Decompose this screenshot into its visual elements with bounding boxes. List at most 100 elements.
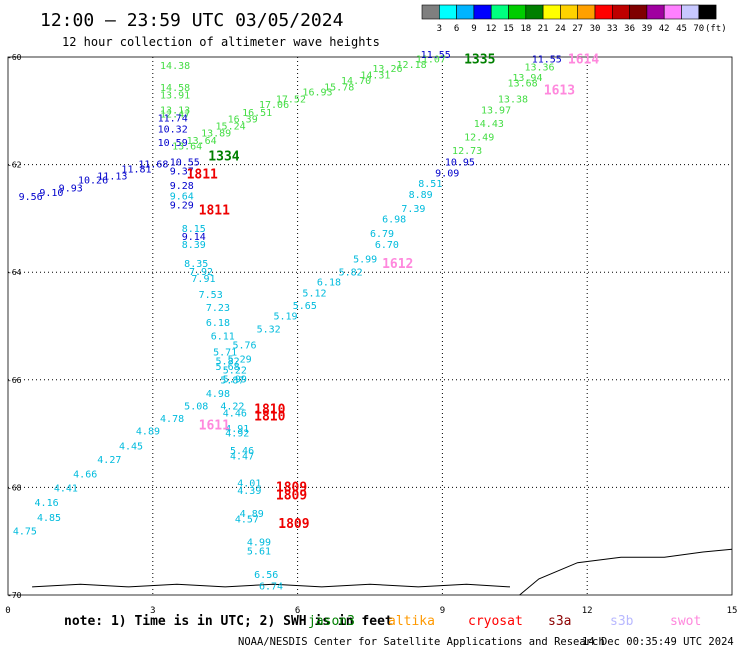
wave-height-value: 4.27	[97, 455, 121, 466]
y-tick-label: -64	[7, 268, 22, 277]
wave-height-value: 6.79	[370, 229, 394, 240]
color-swatch	[681, 4, 700, 20]
wave-height-value: 5.82	[339, 267, 363, 278]
wave-height-value: 11.55	[421, 50, 451, 61]
wave-height-value: 5.82	[216, 357, 240, 368]
wave-height-value: 6.70	[375, 240, 399, 251]
wave-height-value: 12.49	[464, 132, 494, 143]
color-swatch	[629, 4, 648, 20]
wave-height-value: 4.39	[237, 486, 261, 497]
color-swatch	[490, 4, 509, 20]
wave-height-value: 9.10	[39, 188, 63, 199]
chart-title: 12:00 – 23:59 UTC 03/05/2024	[40, 10, 343, 31]
wave-height-value: 5.19	[273, 312, 297, 323]
color-swatch	[698, 4, 717, 20]
wave-height-value: 11.13	[97, 172, 127, 183]
color-scale-label: 15	[503, 24, 514, 34]
wave-height-value: 7.91	[191, 274, 215, 285]
wave-height-value: 13.97	[481, 105, 511, 116]
wave-height-value: 8.51	[418, 179, 442, 190]
pass-number-label: 1809	[276, 488, 307, 503]
x-tick-label: 0	[5, 606, 10, 616]
color-swatch	[663, 4, 682, 20]
wave-height-value: 17.52	[276, 95, 306, 106]
wave-height-value: 6.74	[259, 582, 283, 593]
color-swatch	[646, 4, 665, 20]
wave-height-value: 14.43	[474, 119, 504, 130]
color-scale-label: 33	[607, 24, 618, 34]
wave-height-value: 6.18	[206, 318, 230, 329]
pass-number-label: 1334	[208, 150, 239, 165]
color-swatch	[525, 4, 544, 20]
wave-height-value: 10.55	[170, 158, 200, 169]
pass-number-label: 1611	[199, 419, 230, 434]
axes: 0 3 6 9 12 15 -60 -62 -64 -66 -68 -70	[5, 53, 737, 616]
wave-height-value: 4.99	[247, 538, 271, 549]
wave-height-value: 7.92	[189, 267, 213, 278]
pass-number-label: 1335	[464, 53, 495, 68]
wave-height-value: 8.89	[409, 190, 433, 201]
wave-height-value: 9.37	[170, 166, 194, 177]
wave-height-value: 9.28	[170, 181, 194, 192]
color-scale-label: 18	[520, 24, 531, 34]
wave-height-value: 9.64	[170, 192, 194, 203]
pass-number-label: 1612	[382, 257, 413, 272]
pass-number-label: 1811	[187, 167, 218, 182]
wave-height-value: 6.56	[254, 570, 278, 581]
wave-height-value: 11.74	[158, 114, 188, 125]
x-tick-label: 12	[582, 606, 593, 616]
wave-height-value: 5.32	[257, 324, 281, 335]
wave-height-value: 14.38	[160, 61, 190, 72]
y-tick-label: -66	[7, 376, 22, 385]
pass-number-label: 1810	[254, 409, 285, 424]
wave-height-value: 5.65	[293, 301, 317, 312]
coastline-path	[32, 583, 511, 588]
wave-height-value: 4.01	[237, 478, 261, 489]
color-scale-label: 70	[693, 24, 704, 34]
credit-text: NOAA/NESDIS Center for Satellite Applica…	[238, 636, 605, 648]
pass-number-label: 1809	[276, 480, 307, 495]
pass-number-label: 1613	[544, 83, 575, 98]
y-tick-label: -60	[7, 53, 22, 62]
wave-height-value: 4.47	[230, 451, 254, 462]
header: 12:00 – 23:59 UTC 03/05/2024 12 hour col…	[40, 10, 380, 49]
wave-height-value: 6.98	[382, 215, 406, 226]
pass-labels: 1335 1334 1811 1811 1614 1613 1612 1611 18101810…	[187, 53, 600, 532]
wave-height-value: 15.24	[216, 122, 246, 133]
wave-height-value: 10.59	[158, 138, 188, 149]
color-scale-unit: (ft)	[705, 24, 727, 34]
wave-height-value: 5.76	[232, 341, 256, 352]
wave-height-value: 4.98	[206, 389, 230, 400]
color-scale-label: 3	[437, 24, 442, 34]
color-scale-label: 30	[590, 24, 601, 34]
wave-height-value: 14.70	[341, 76, 371, 87]
pass-number-label: 1809	[278, 517, 309, 532]
color-scale-label: 9	[471, 24, 476, 34]
wave-height-value: 10.32	[158, 124, 188, 135]
legend-item-s3a: s3a	[548, 614, 571, 629]
legend-item-cryosat: cryosat	[468, 614, 523, 629]
legend-item-altika: altika	[388, 614, 435, 629]
legend-item-jason3: jason3	[308, 614, 355, 629]
wave-height-value: 5.68	[216, 362, 240, 373]
wave-height-value: 4.57	[235, 514, 259, 525]
color-swatch	[473, 4, 492, 20]
color-scale-label: 12	[486, 24, 497, 34]
wave-height-value: 4.41	[54, 484, 78, 495]
color-swatch	[542, 4, 561, 20]
wave-height-value: 4.16	[35, 498, 59, 509]
timestamp-text: 14 Dec 00:35:49 UTC 2024	[582, 636, 734, 648]
wave-height-value: 8.39	[182, 240, 206, 251]
x-tick-label: 15	[727, 606, 738, 616]
pass-number-label: 1810	[254, 402, 285, 417]
color-scale-bar: 3 6 9 12 15 18 21 24 27 30 33 36 39 42 45 70 (ft)	[421, 4, 727, 34]
wave-height-value: 9.56	[19, 192, 43, 203]
wave-height-value: 13.64	[172, 142, 202, 153]
wave-height-value: 9.09	[435, 168, 459, 179]
wave-height-value: 5.87	[220, 376, 244, 387]
wave-height-value: 13.89	[201, 129, 231, 140]
plot-frame	[7, 56, 733, 596]
note-text: note: 1) Time is in UTC; 2) SWH is in fe…	[64, 614, 393, 629]
wave-height-value: 4.46	[223, 408, 247, 419]
wave-height-value: 13.13	[160, 105, 190, 116]
